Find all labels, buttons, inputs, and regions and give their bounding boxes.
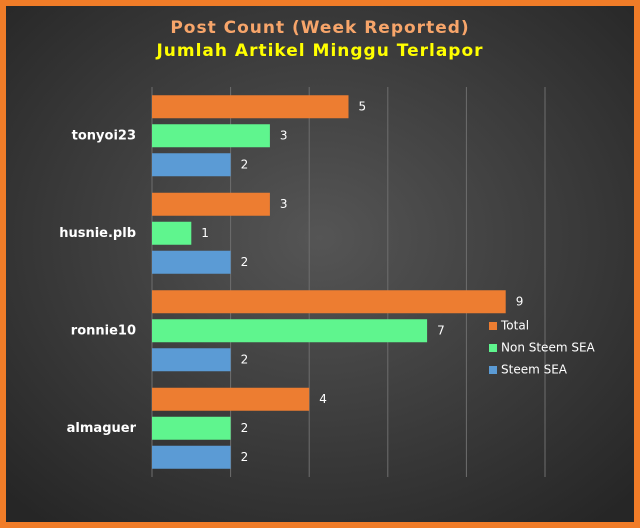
data-label: 3 bbox=[280, 128, 288, 142]
data-label: 2 bbox=[241, 255, 249, 269]
data-label: 5 bbox=[359, 99, 367, 113]
chart-subtitle: Jumlah Artikel Minggu Terlapor bbox=[155, 41, 483, 61]
y-tick-label: almaguer bbox=[67, 421, 137, 436]
data-label: 9 bbox=[516, 294, 524, 308]
data-label: 3 bbox=[280, 197, 288, 211]
bar bbox=[152, 290, 506, 314]
legend-swatch bbox=[489, 322, 497, 330]
y-tick-label: husnie.plb bbox=[59, 226, 136, 241]
legend-swatch bbox=[489, 366, 497, 374]
data-label: 2 bbox=[241, 157, 249, 171]
bar bbox=[152, 319, 428, 343]
y-tick-label: ronnie10 bbox=[71, 323, 136, 338]
legend-label: Steem SEA bbox=[501, 363, 568, 377]
bar bbox=[152, 416, 231, 440]
data-label: 7 bbox=[437, 323, 445, 337]
chart-title: Post Count (Week Reported) bbox=[170, 18, 469, 38]
bar bbox=[152, 445, 231, 469]
data-label: 4 bbox=[319, 392, 327, 406]
y-tick-label: tonyoi23 bbox=[72, 128, 136, 143]
legend-label: Non Steem SEA bbox=[501, 341, 596, 355]
bar bbox=[152, 250, 231, 274]
bar bbox=[152, 192, 270, 216]
bar bbox=[152, 221, 192, 245]
bar bbox=[152, 124, 270, 148]
legend-swatch bbox=[489, 344, 497, 352]
data-label: 2 bbox=[241, 352, 249, 366]
data-label: 2 bbox=[241, 450, 249, 464]
bar bbox=[152, 153, 231, 177]
bar bbox=[152, 348, 231, 372]
data-label: 1 bbox=[201, 226, 209, 240]
bar bbox=[152, 95, 349, 119]
bar bbox=[152, 387, 310, 411]
data-label: 2 bbox=[241, 421, 249, 435]
legend-label: Total bbox=[500, 319, 529, 333]
